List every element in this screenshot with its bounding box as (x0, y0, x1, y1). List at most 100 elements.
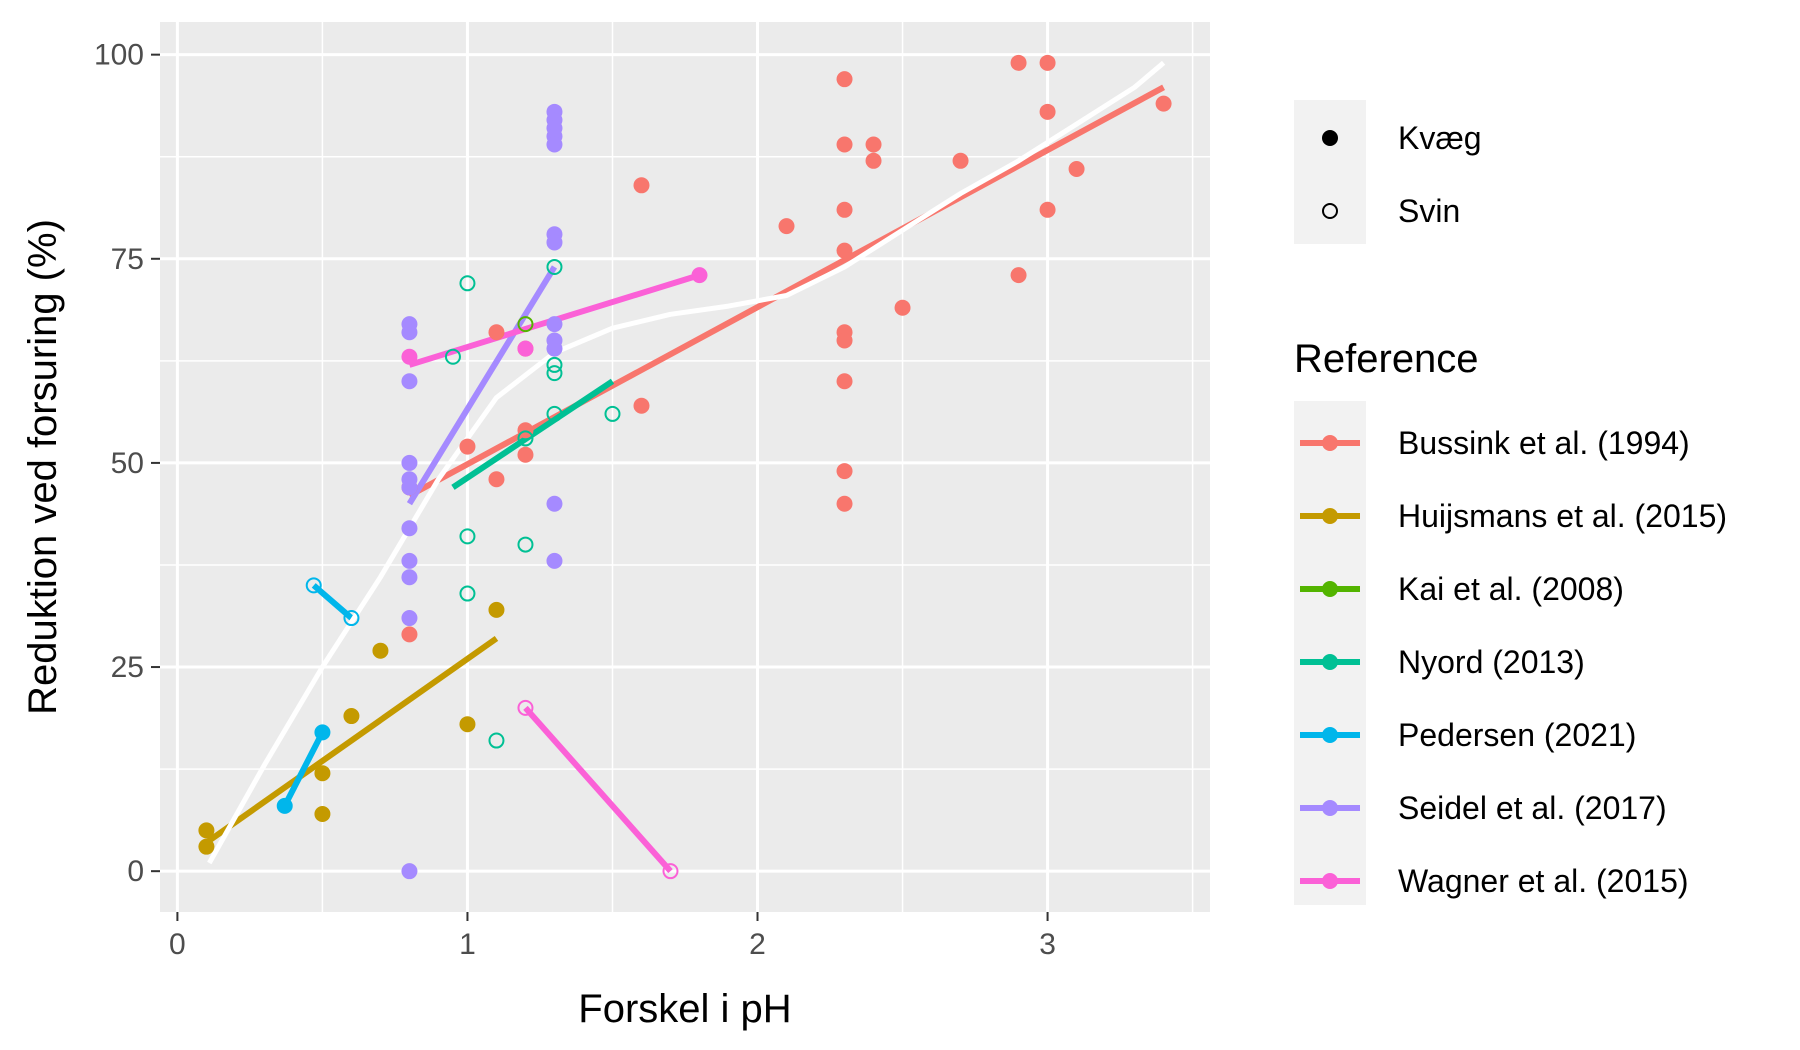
data-point-open (488, 732, 505, 749)
legend-key-open-circle (1322, 203, 1338, 219)
data-point-filled (546, 495, 563, 512)
legend-key-point (1322, 727, 1338, 743)
data-point-open (546, 356, 563, 373)
data-point-open (604, 405, 621, 422)
smooth-line (207, 60, 1166, 865)
data-point-filled (401, 610, 418, 627)
data-point-filled (836, 136, 853, 153)
data-point-filled (488, 601, 505, 618)
y-tick-label: 75 (111, 243, 144, 276)
legend-label: Nyord (2013) (1398, 644, 1585, 680)
data-point-filled (343, 708, 360, 725)
data-points (198, 54, 1172, 880)
data-point-open (546, 405, 563, 422)
data-point-filled (952, 152, 969, 169)
legend-label: Huijsmans et al. (2015) (1398, 498, 1727, 534)
fit-line (406, 265, 558, 506)
data-point-filled (836, 463, 853, 480)
data-point-filled (276, 797, 293, 814)
data-point-filled (401, 569, 418, 586)
data-point-filled (546, 316, 563, 333)
data-point-filled (546, 340, 563, 357)
data-point-filled (836, 373, 853, 390)
data-point-open (546, 258, 563, 275)
data-point-open (343, 610, 360, 627)
legend-key-point (1322, 435, 1338, 451)
color-legend-key-bg (1294, 401, 1366, 905)
fit-line (451, 378, 615, 490)
x-axis-label: Forskel i pH (578, 987, 791, 1031)
shape-legend: Kvæg Svin (1294, 100, 1482, 244)
data-point-filled (198, 838, 215, 855)
data-point-open (517, 536, 534, 553)
data-point-filled (401, 454, 418, 471)
data-point-filled (1010, 54, 1027, 71)
y-axis-ticks: 0 25 50 75 100 (94, 39, 160, 888)
fit-line (408, 84, 1166, 499)
fit-line (311, 583, 354, 621)
x-tick-label: 2 (749, 928, 766, 961)
legend-key-filled-circle (1322, 130, 1338, 146)
data-point-open (546, 365, 563, 382)
data-point-filled (401, 373, 418, 390)
x-tick-label: 1 (459, 928, 476, 961)
legend-label: Pedersen (2021) (1398, 717, 1636, 753)
legend-key-point (1322, 508, 1338, 524)
data-point-filled (691, 267, 708, 284)
legend-label: Svin (1398, 193, 1460, 229)
data-point-filled (488, 324, 505, 341)
data-point-filled (401, 520, 418, 537)
data-point-open (459, 528, 476, 545)
legend-label: Bussink et al. (1994) (1398, 425, 1690, 461)
data-point-filled (836, 242, 853, 259)
legend-label: Wagner et al. (2015) (1398, 863, 1689, 899)
data-point-filled (198, 822, 215, 839)
data-point-filled (401, 479, 418, 496)
color-legend-title: Reference (1294, 337, 1479, 381)
overall-smooth (207, 60, 1166, 865)
data-point-filled (314, 765, 331, 782)
data-point-filled (314, 806, 331, 823)
data-point-open (444, 348, 461, 365)
legend-key-point (1322, 873, 1338, 889)
data-point-filled (1155, 95, 1172, 112)
data-point-filled (836, 332, 853, 349)
data-point-filled (1039, 201, 1056, 218)
fit-line (282, 730, 326, 808)
plot-panel (160, 22, 1210, 912)
data-point-open (305, 577, 322, 594)
data-point-filled (401, 324, 418, 341)
legend-key-point (1322, 800, 1338, 816)
data-point-filled (1039, 103, 1056, 120)
color-legend: Reference Bussink et al. (1994) Huijsmans… (1294, 337, 1727, 905)
shape-legend-key-bg (1294, 100, 1366, 244)
fit-line (204, 636, 499, 846)
legend-label: Seidel et al. (2017) (1398, 790, 1667, 826)
legend-label: Kai et al. (2008) (1398, 571, 1624, 607)
data-point-filled (517, 340, 534, 357)
x-axis-ticks: 0 1 2 3 (169, 912, 1056, 961)
y-tick-label: 100 (94, 39, 144, 72)
data-point-filled (894, 299, 911, 316)
legend-label: Kvæg (1398, 120, 1482, 156)
data-point-filled (459, 438, 476, 455)
data-point-filled (546, 552, 563, 569)
y-tick-label: 50 (111, 447, 144, 480)
data-point-open (662, 863, 679, 880)
data-point-filled (1068, 160, 1085, 177)
data-point-filled (836, 495, 853, 512)
data-point-filled (459, 716, 476, 733)
data-point-filled (778, 218, 795, 235)
data-point-filled (633, 177, 650, 194)
x-tick-label: 3 (1039, 928, 1056, 961)
data-point-filled (546, 136, 563, 153)
legend-key-point (1322, 581, 1338, 597)
data-point-filled (401, 626, 418, 643)
data-point-filled (314, 724, 331, 741)
data-point-filled (1039, 54, 1056, 71)
data-point-open (517, 316, 534, 333)
data-point-filled (865, 152, 882, 169)
data-point-filled (633, 397, 650, 414)
data-point-filled (836, 71, 853, 88)
